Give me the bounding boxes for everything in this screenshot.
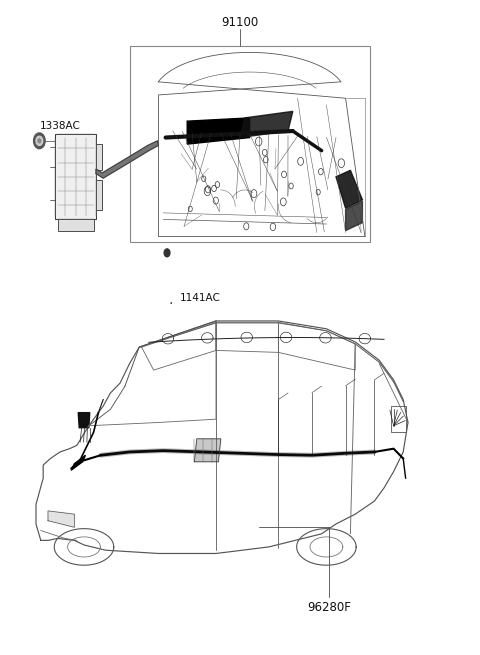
Polygon shape (78, 413, 90, 428)
Polygon shape (48, 511, 74, 527)
Polygon shape (240, 111, 293, 138)
Text: .: . (168, 293, 173, 307)
Circle shape (36, 136, 43, 145)
Polygon shape (187, 118, 250, 144)
Circle shape (38, 139, 41, 143)
Polygon shape (346, 201, 362, 231)
Polygon shape (96, 141, 158, 178)
Circle shape (34, 133, 45, 149)
Text: 1141AC: 1141AC (180, 293, 221, 303)
Bar (130, 46, 370, 242)
Bar (55, 134, 96, 219)
Bar (58, 219, 94, 231)
Text: 1338AC: 1338AC (39, 121, 81, 131)
Polygon shape (194, 439, 221, 462)
Bar (96, 180, 102, 210)
Text: 91100: 91100 (221, 16, 259, 29)
Bar (391, 406, 406, 432)
Polygon shape (336, 170, 362, 208)
Text: 96280F: 96280F (307, 601, 351, 614)
Circle shape (164, 249, 170, 257)
Polygon shape (71, 455, 85, 470)
Bar (96, 144, 102, 170)
